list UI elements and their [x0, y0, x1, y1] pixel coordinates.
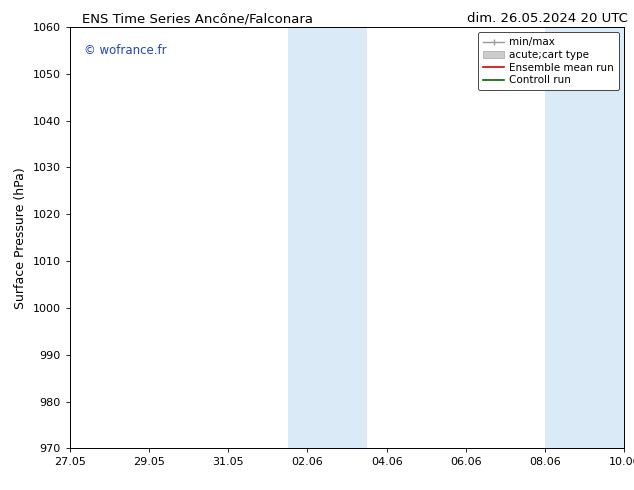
Bar — [288, 27, 367, 448]
Text: ENS Time Series Ancône/Falconara: ENS Time Series Ancône/Falconara — [82, 12, 313, 25]
Text: © wofrance.fr: © wofrance.fr — [84, 44, 166, 57]
Legend: min/max, acute;cart type, Ensemble mean run, Controll run: min/max, acute;cart type, Ensemble mean … — [478, 32, 619, 90]
Bar — [545, 27, 624, 448]
Text: dim. 26.05.2024 20 UTC: dim. 26.05.2024 20 UTC — [467, 12, 628, 25]
Y-axis label: Surface Pressure (hPa): Surface Pressure (hPa) — [14, 167, 27, 309]
